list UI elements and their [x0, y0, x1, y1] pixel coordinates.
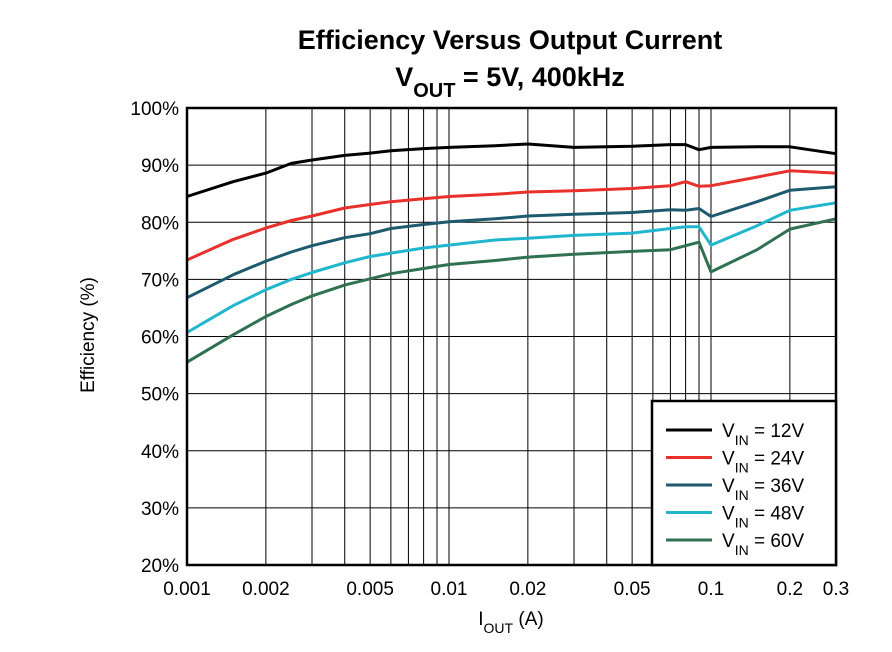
x-tick-label: 0.3: [823, 579, 849, 600]
subtitle-rest: = 5V, 400kHz: [455, 62, 624, 92]
legend-entry: VIN = 48V: [722, 504, 804, 531]
y-axis-label: Efficiency (%): [78, 277, 99, 393]
y-tick-label: 30%: [141, 499, 179, 520]
y-tick-label: 70%: [141, 270, 179, 291]
x-tick-label: 0.02: [509, 579, 546, 600]
y-tick-label: 60%: [141, 328, 179, 349]
plot-area-frame: [185, 106, 838, 567]
x-axis-label-sub: OUT: [484, 620, 514, 636]
legend-entry: VIN = 24V: [722, 449, 804, 476]
legend-entry: VIN = 60V: [722, 531, 804, 558]
x-tick-label: 0.1: [698, 579, 724, 600]
series-line: [186, 217, 837, 364]
series-line: [186, 201, 837, 334]
series-line: [186, 142, 837, 198]
x-tick-label: 0.001: [163, 579, 211, 600]
x-tick-label: 0.005: [346, 579, 394, 600]
subtitle-v: V: [395, 62, 413, 92]
chart-title: Efficiency Versus Output Current: [298, 25, 723, 55]
x-tick-label: 0.05: [614, 579, 651, 600]
x-axis-label-i: I: [478, 609, 483, 630]
series-lines: [186, 142, 837, 364]
legend-entry: VIN = 36V: [722, 476, 804, 503]
legend-box: [650, 399, 838, 567]
chart-subtitle: VOUT = 5V, 400kHz: [395, 62, 625, 102]
x-tick-label: 0.2: [777, 579, 803, 600]
series-line: [186, 185, 837, 300]
y-tick-label: 80%: [141, 213, 179, 234]
x-tick-labels: 0.001 0.002 0.005 0.01 0.02 0.05 0.1 0.2 0.3: [163, 579, 849, 600]
x-axis-label-rest: (A): [513, 609, 544, 630]
x-axis-label: IOUT (A): [478, 609, 543, 636]
x-tick-label: 0.01: [431, 579, 468, 600]
y-tick-label: 20%: [141, 556, 179, 577]
y-tick-label: 40%: [141, 442, 179, 463]
y-tick-label: 100%: [130, 99, 179, 120]
x-tick-label: 0.002: [242, 579, 290, 600]
y-tick-label: 50%: [141, 385, 179, 406]
legend-entry: VIN = 12V: [722, 421, 804, 448]
subtitle-v-sub: OUT: [413, 80, 455, 102]
series-line: [186, 169, 837, 262]
y-tick-labels: 20% 30% 40% 50% 60% 70% 80% 90% 100%: [130, 99, 179, 577]
y-tick-label: 90%: [141, 156, 179, 177]
